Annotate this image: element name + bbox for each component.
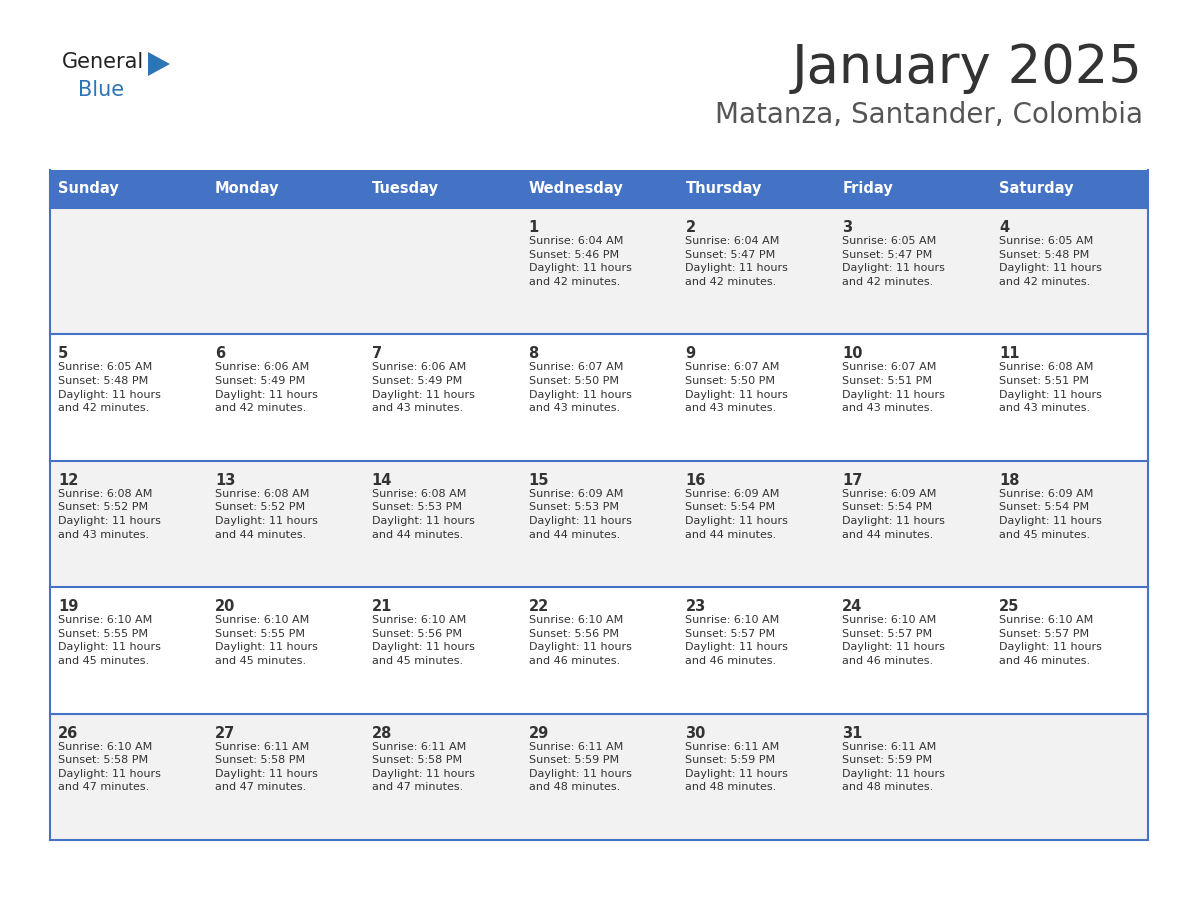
Text: Monday: Monday xyxy=(215,182,279,196)
Text: Thursday: Thursday xyxy=(685,182,762,196)
Text: 25: 25 xyxy=(999,599,1019,614)
Text: 17: 17 xyxy=(842,473,862,487)
Text: Sunrise: 6:08 AM
Sunset: 5:53 PM
Daylight: 11 hours
and 44 minutes.: Sunrise: 6:08 AM Sunset: 5:53 PM Dayligh… xyxy=(372,488,474,540)
Text: 15: 15 xyxy=(529,473,549,487)
Text: Tuesday: Tuesday xyxy=(372,182,438,196)
Bar xyxy=(677,170,834,208)
Text: 9: 9 xyxy=(685,346,695,362)
Text: 28: 28 xyxy=(372,725,392,741)
Text: Sunrise: 6:04 AM
Sunset: 5:46 PM
Daylight: 11 hours
and 42 minutes.: Sunrise: 6:04 AM Sunset: 5:46 PM Dayligh… xyxy=(529,236,632,286)
Text: Sunrise: 6:05 AM
Sunset: 5:48 PM
Daylight: 11 hours
and 42 minutes.: Sunrise: 6:05 AM Sunset: 5:48 PM Dayligh… xyxy=(58,363,160,413)
Text: Sunrise: 6:10 AM
Sunset: 5:58 PM
Daylight: 11 hours
and 47 minutes.: Sunrise: 6:10 AM Sunset: 5:58 PM Dayligh… xyxy=(58,742,160,792)
Text: Sunrise: 6:07 AM
Sunset: 5:50 PM
Daylight: 11 hours
and 43 minutes.: Sunrise: 6:07 AM Sunset: 5:50 PM Dayligh… xyxy=(529,363,632,413)
Text: Sunrise: 6:09 AM
Sunset: 5:54 PM
Daylight: 11 hours
and 44 minutes.: Sunrise: 6:09 AM Sunset: 5:54 PM Dayligh… xyxy=(842,488,946,540)
Text: 1: 1 xyxy=(529,220,539,235)
Text: Sunrise: 6:09 AM
Sunset: 5:54 PM
Daylight: 11 hours
and 45 minutes.: Sunrise: 6:09 AM Sunset: 5:54 PM Dayligh… xyxy=(999,488,1102,540)
Text: 18: 18 xyxy=(999,473,1019,487)
Text: Sunday: Sunday xyxy=(58,182,119,196)
Text: 16: 16 xyxy=(685,473,706,487)
Bar xyxy=(50,170,207,208)
Text: 29: 29 xyxy=(529,725,549,741)
Text: Matanza, Santander, Colombia: Matanza, Santander, Colombia xyxy=(715,101,1143,129)
Text: Sunrise: 6:11 AM
Sunset: 5:58 PM
Daylight: 11 hours
and 47 minutes.: Sunrise: 6:11 AM Sunset: 5:58 PM Dayligh… xyxy=(372,742,474,792)
Bar xyxy=(834,170,991,208)
Text: Sunrise: 6:10 AM
Sunset: 5:56 PM
Daylight: 11 hours
and 46 minutes.: Sunrise: 6:10 AM Sunset: 5:56 PM Dayligh… xyxy=(529,615,632,666)
Text: Sunrise: 6:10 AM
Sunset: 5:57 PM
Daylight: 11 hours
and 46 minutes.: Sunrise: 6:10 AM Sunset: 5:57 PM Dayligh… xyxy=(999,615,1102,666)
Text: Sunrise: 6:10 AM
Sunset: 5:57 PM
Daylight: 11 hours
and 46 minutes.: Sunrise: 6:10 AM Sunset: 5:57 PM Dayligh… xyxy=(842,615,946,666)
Bar xyxy=(50,461,1148,588)
Text: Sunrise: 6:05 AM
Sunset: 5:47 PM
Daylight: 11 hours
and 42 minutes.: Sunrise: 6:05 AM Sunset: 5:47 PM Dayligh… xyxy=(842,236,946,286)
Text: Sunrise: 6:10 AM
Sunset: 5:56 PM
Daylight: 11 hours
and 45 minutes.: Sunrise: 6:10 AM Sunset: 5:56 PM Dayligh… xyxy=(372,615,474,666)
Text: 7: 7 xyxy=(372,346,381,362)
Text: January 2025: January 2025 xyxy=(792,42,1143,94)
Text: Sunrise: 6:11 AM
Sunset: 5:59 PM
Daylight: 11 hours
and 48 minutes.: Sunrise: 6:11 AM Sunset: 5:59 PM Dayligh… xyxy=(685,742,789,792)
Text: Sunrise: 6:06 AM
Sunset: 5:49 PM
Daylight: 11 hours
and 43 minutes.: Sunrise: 6:06 AM Sunset: 5:49 PM Dayligh… xyxy=(372,363,474,413)
Text: 10: 10 xyxy=(842,346,862,362)
Bar xyxy=(364,170,520,208)
Bar xyxy=(50,588,1148,713)
Text: Sunrise: 6:11 AM
Sunset: 5:59 PM
Daylight: 11 hours
and 48 minutes.: Sunrise: 6:11 AM Sunset: 5:59 PM Dayligh… xyxy=(842,742,946,792)
Text: Sunrise: 6:04 AM
Sunset: 5:47 PM
Daylight: 11 hours
and 42 minutes.: Sunrise: 6:04 AM Sunset: 5:47 PM Dayligh… xyxy=(685,236,789,286)
Text: 30: 30 xyxy=(685,725,706,741)
Text: 6: 6 xyxy=(215,346,225,362)
Polygon shape xyxy=(148,52,170,76)
Text: Sunrise: 6:08 AM
Sunset: 5:51 PM
Daylight: 11 hours
and 43 minutes.: Sunrise: 6:08 AM Sunset: 5:51 PM Dayligh… xyxy=(999,363,1102,413)
Text: Saturday: Saturday xyxy=(999,182,1074,196)
Text: 19: 19 xyxy=(58,599,78,614)
Text: Friday: Friday xyxy=(842,182,893,196)
Text: Sunrise: 6:10 AM
Sunset: 5:55 PM
Daylight: 11 hours
and 45 minutes.: Sunrise: 6:10 AM Sunset: 5:55 PM Dayligh… xyxy=(215,615,317,666)
Text: 4: 4 xyxy=(999,220,1010,235)
Text: 20: 20 xyxy=(215,599,235,614)
Bar xyxy=(50,334,1148,461)
Text: 21: 21 xyxy=(372,599,392,614)
Text: Sunrise: 6:06 AM
Sunset: 5:49 PM
Daylight: 11 hours
and 42 minutes.: Sunrise: 6:06 AM Sunset: 5:49 PM Dayligh… xyxy=(215,363,317,413)
Text: 24: 24 xyxy=(842,599,862,614)
Text: Sunrise: 6:07 AM
Sunset: 5:51 PM
Daylight: 11 hours
and 43 minutes.: Sunrise: 6:07 AM Sunset: 5:51 PM Dayligh… xyxy=(842,363,946,413)
Text: 2: 2 xyxy=(685,220,695,235)
Text: Sunrise: 6:07 AM
Sunset: 5:50 PM
Daylight: 11 hours
and 43 minutes.: Sunrise: 6:07 AM Sunset: 5:50 PM Dayligh… xyxy=(685,363,789,413)
Text: 22: 22 xyxy=(529,599,549,614)
Text: 12: 12 xyxy=(58,473,78,487)
Text: General: General xyxy=(62,52,144,72)
Bar xyxy=(520,170,677,208)
Text: Sunrise: 6:10 AM
Sunset: 5:57 PM
Daylight: 11 hours
and 46 minutes.: Sunrise: 6:10 AM Sunset: 5:57 PM Dayligh… xyxy=(685,615,789,666)
Text: 5: 5 xyxy=(58,346,68,362)
Text: 31: 31 xyxy=(842,725,862,741)
Bar xyxy=(207,170,364,208)
Text: Sunrise: 6:08 AM
Sunset: 5:52 PM
Daylight: 11 hours
and 44 minutes.: Sunrise: 6:08 AM Sunset: 5:52 PM Dayligh… xyxy=(215,488,317,540)
Text: Sunrise: 6:09 AM
Sunset: 5:54 PM
Daylight: 11 hours
and 44 minutes.: Sunrise: 6:09 AM Sunset: 5:54 PM Dayligh… xyxy=(685,488,789,540)
Text: Sunrise: 6:11 AM
Sunset: 5:59 PM
Daylight: 11 hours
and 48 minutes.: Sunrise: 6:11 AM Sunset: 5:59 PM Dayligh… xyxy=(529,742,632,792)
Text: Sunrise: 6:08 AM
Sunset: 5:52 PM
Daylight: 11 hours
and 43 minutes.: Sunrise: 6:08 AM Sunset: 5:52 PM Dayligh… xyxy=(58,488,160,540)
Text: Sunrise: 6:09 AM
Sunset: 5:53 PM
Daylight: 11 hours
and 44 minutes.: Sunrise: 6:09 AM Sunset: 5:53 PM Dayligh… xyxy=(529,488,632,540)
Text: Sunrise: 6:10 AM
Sunset: 5:55 PM
Daylight: 11 hours
and 45 minutes.: Sunrise: 6:10 AM Sunset: 5:55 PM Dayligh… xyxy=(58,615,160,666)
Text: 26: 26 xyxy=(58,725,78,741)
Text: 23: 23 xyxy=(685,599,706,614)
Text: 3: 3 xyxy=(842,220,853,235)
Text: 8: 8 xyxy=(529,346,539,362)
Bar xyxy=(50,713,1148,840)
Bar xyxy=(991,170,1148,208)
Text: Sunrise: 6:11 AM
Sunset: 5:58 PM
Daylight: 11 hours
and 47 minutes.: Sunrise: 6:11 AM Sunset: 5:58 PM Dayligh… xyxy=(215,742,317,792)
Text: Blue: Blue xyxy=(78,80,124,100)
Text: Wednesday: Wednesday xyxy=(529,182,624,196)
Text: 27: 27 xyxy=(215,725,235,741)
Text: 13: 13 xyxy=(215,473,235,487)
Text: 11: 11 xyxy=(999,346,1019,362)
Bar xyxy=(50,208,1148,334)
Text: 14: 14 xyxy=(372,473,392,487)
Text: Sunrise: 6:05 AM
Sunset: 5:48 PM
Daylight: 11 hours
and 42 minutes.: Sunrise: 6:05 AM Sunset: 5:48 PM Dayligh… xyxy=(999,236,1102,286)
